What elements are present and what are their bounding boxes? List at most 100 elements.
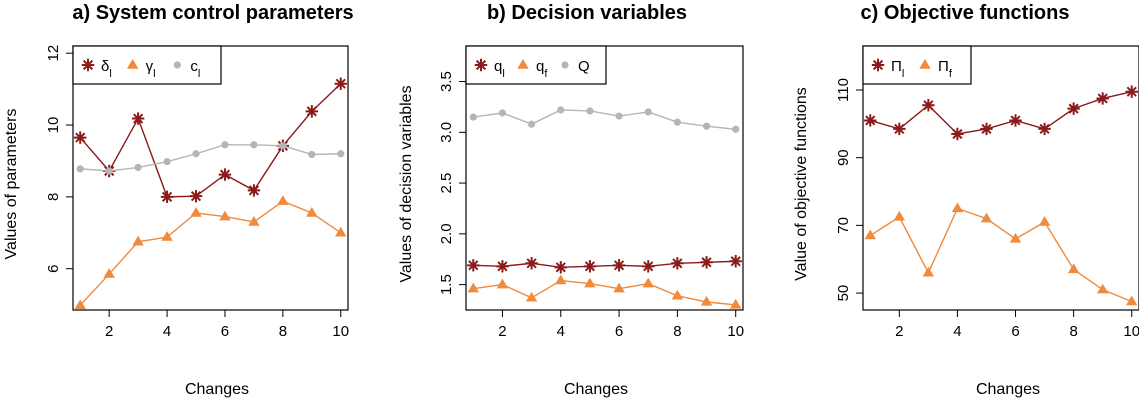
data-point bbox=[584, 277, 596, 288]
y-axis-label: Values of parameters bbox=[3, 109, 20, 260]
data-point bbox=[76, 165, 84, 173]
data-point bbox=[951, 202, 964, 213]
legend-label: δl bbox=[101, 58, 112, 80]
x-axis-label: Changes bbox=[976, 381, 1040, 398]
x-tick-label: 8 bbox=[1069, 323, 1077, 340]
legend: Πl Πf bbox=[862, 45, 972, 85]
data-point bbox=[279, 142, 287, 150]
series-ql bbox=[467, 255, 742, 274]
data-point bbox=[306, 207, 318, 217]
x-tick-label: 2 bbox=[498, 323, 506, 340]
data-point bbox=[586, 107, 594, 115]
data-point bbox=[192, 150, 200, 158]
data-point bbox=[105, 167, 113, 175]
data-point bbox=[1125, 85, 1138, 98]
legend-box bbox=[465, 45, 607, 85]
data-point bbox=[498, 109, 507, 117]
data-point bbox=[308, 150, 316, 159]
x-tick-label: 6 bbox=[1011, 323, 1019, 340]
legend-marker bbox=[919, 59, 931, 69]
data-point bbox=[893, 210, 906, 221]
x-tick-label: 2 bbox=[105, 323, 113, 340]
data-point bbox=[469, 113, 477, 121]
series-line bbox=[473, 279, 736, 306]
panel-decision-variables: b) Decision variables Changes Values of … bbox=[398, 2, 744, 398]
y-tick-label: 2.5 bbox=[438, 173, 455, 194]
series-line bbox=[473, 109, 736, 130]
x-tick-label: 10 bbox=[727, 323, 744, 340]
plot-frame bbox=[465, 45, 744, 311]
data-point bbox=[161, 231, 173, 241]
data-point bbox=[247, 184, 261, 197]
x-axis-label: Changes bbox=[564, 381, 628, 398]
y-tick-label: 6 bbox=[45, 265, 62, 273]
series-line bbox=[79, 83, 342, 198]
series-l bbox=[74, 195, 347, 310]
data-point bbox=[557, 106, 565, 114]
legend-label: γl bbox=[146, 58, 156, 80]
legend-label: qf bbox=[536, 58, 548, 80]
data-point bbox=[642, 260, 655, 273]
chart-title: a) System control parameters bbox=[72, 2, 353, 24]
data-point bbox=[163, 158, 171, 166]
data-point bbox=[1096, 92, 1109, 105]
data-point bbox=[642, 277, 654, 288]
x-tick-label: 4 bbox=[163, 323, 171, 340]
data-point bbox=[732, 125, 740, 133]
data-point bbox=[335, 226, 347, 237]
data-point bbox=[528, 120, 536, 128]
data-point bbox=[1038, 216, 1051, 226]
data-point bbox=[277, 195, 289, 205]
legend-marker bbox=[173, 61, 181, 69]
x-tick-label: 10 bbox=[1123, 323, 1139, 340]
series-line bbox=[869, 207, 1133, 303]
x-tick-label: 2 bbox=[895, 323, 903, 340]
data-point bbox=[248, 216, 260, 226]
data-point bbox=[644, 108, 652, 116]
chart-title: b) Decision variables bbox=[487, 2, 687, 24]
legend-marker bbox=[126, 59, 139, 69]
data-point bbox=[467, 259, 480, 272]
legend-marker bbox=[561, 61, 569, 69]
legend-marker bbox=[871, 58, 885, 72]
legend: δl γl cl bbox=[72, 45, 222, 85]
x-axis-label: Changes bbox=[185, 381, 249, 398]
data-point bbox=[496, 278, 509, 289]
series-line bbox=[473, 260, 736, 269]
chart-title: c) Objective functions bbox=[861, 2, 1070, 24]
y-axis-label: Values of decision variables bbox=[398, 85, 415, 282]
legend-box bbox=[72, 45, 222, 85]
data-point bbox=[893, 122, 906, 136]
data-point bbox=[864, 229, 876, 240]
series-l bbox=[864, 85, 1138, 141]
legend-label: Πl bbox=[891, 58, 904, 80]
y-tick-label: 50 bbox=[835, 285, 852, 302]
data-point bbox=[583, 260, 597, 273]
data-point bbox=[729, 255, 742, 268]
data-point bbox=[250, 141, 258, 149]
x-tick-label: 6 bbox=[615, 323, 623, 340]
x-tick-label: 4 bbox=[953, 323, 961, 340]
data-point bbox=[189, 189, 203, 203]
data-point bbox=[218, 168, 232, 181]
data-point bbox=[190, 207, 202, 217]
series-line bbox=[80, 144, 341, 172]
plot-frame bbox=[72, 45, 349, 311]
series-qf bbox=[467, 274, 742, 309]
legend-label: cl bbox=[190, 58, 200, 80]
data-point bbox=[613, 282, 625, 293]
x-tick-label: 8 bbox=[673, 323, 681, 340]
y-tick-label: 12 bbox=[45, 45, 62, 62]
data-point bbox=[700, 295, 713, 306]
data-point bbox=[700, 256, 713, 269]
y-tick-label: 1.5 bbox=[438, 274, 455, 295]
x-tick-label: 10 bbox=[332, 323, 349, 340]
data-point bbox=[160, 190, 174, 204]
data-point bbox=[132, 235, 144, 246]
panel-system-control-parameters: a) System control parameters Changes Val… bbox=[3, 2, 354, 398]
y-tick-label: 10 bbox=[45, 117, 62, 134]
data-point bbox=[922, 99, 935, 112]
data-point bbox=[103, 268, 115, 278]
legend-label: Πf bbox=[938, 58, 953, 80]
